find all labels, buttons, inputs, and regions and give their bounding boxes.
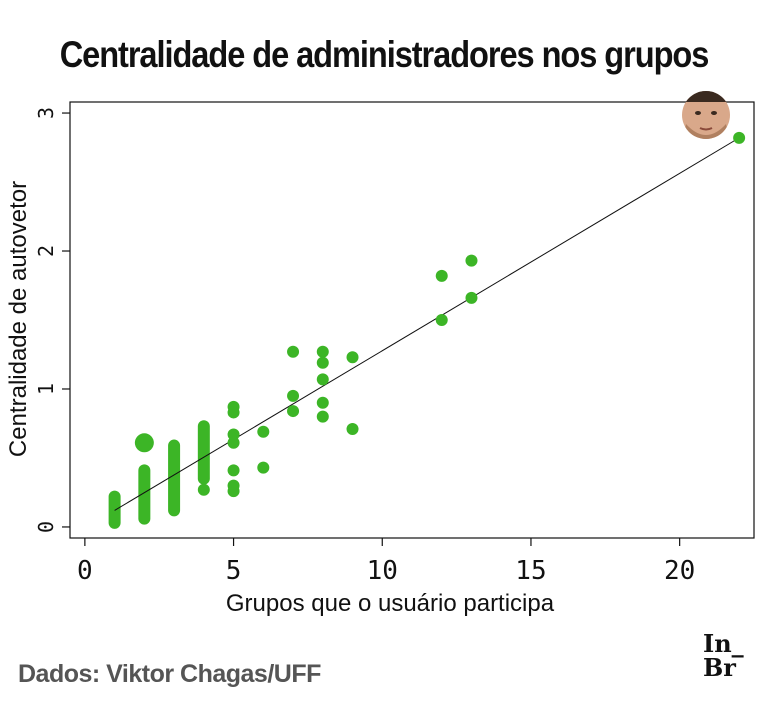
y-tick-label-2: 2 [34, 245, 58, 257]
axis-ticks: 0 5 10 15 20 0 1 2 3 [34, 107, 695, 586]
x-tick-label-5: 5 [226, 556, 242, 586]
data-point-5 [227, 428, 240, 441]
data-point-23 [435, 314, 448, 326]
chart-title: Centralidade de administradores nos grup… [59, 34, 710, 75]
admin-photo-marker [682, 91, 730, 139]
data-point-26 [733, 131, 746, 144]
data-point-4 [227, 406, 240, 419]
data-point-25 [465, 291, 478, 304]
data-point-20 [346, 351, 359, 364]
data-points [134, 131, 746, 498]
data-point-18 [316, 396, 329, 409]
x-tick-label-20: 20 [664, 556, 695, 586]
data-point-16 [316, 356, 329, 369]
x-tick-label-0: 0 [77, 556, 93, 586]
x-tick-label-15: 15 [515, 556, 546, 586]
plot-frame [69, 101, 755, 539]
point-bands [108, 420, 210, 529]
data-point-1 [134, 433, 154, 453]
x-axis-label: Grupos que o usuário participa [226, 590, 555, 617]
data-point-11 [257, 461, 270, 474]
data-point-7 [227, 464, 240, 477]
data-point-12 [287, 345, 300, 358]
data-point-10 [257, 425, 270, 438]
logo-line-1: In_ [703, 629, 744, 658]
y-tick-label-0: 0 [34, 521, 58, 533]
fit-line [114, 137, 740, 511]
y-tick-label-1: 1 [34, 383, 58, 395]
x-tick-label-10: 10 [367, 556, 398, 586]
data-point-14 [287, 405, 300, 418]
y-axis-label: Centralidade de autovetor [5, 181, 32, 457]
logo-line-2: Br [703, 653, 736, 682]
data-point-17 [316, 373, 329, 386]
inbr-logo: In_ Br [703, 632, 744, 680]
data-point-9 [227, 485, 240, 498]
data-point-19 [316, 410, 329, 423]
y-tick-label-3: 3 [34, 107, 58, 119]
data-point-15 [316, 345, 329, 358]
data-point-2 [197, 483, 210, 496]
data-point-13 [287, 389, 300, 402]
data-point-24 [465, 254, 478, 267]
data-point-22 [435, 269, 448, 282]
data-point-6 [227, 436, 240, 449]
data-point-21 [346, 423, 359, 435]
data-source: Dados: Viktor Chagas/UFF [18, 660, 321, 688]
